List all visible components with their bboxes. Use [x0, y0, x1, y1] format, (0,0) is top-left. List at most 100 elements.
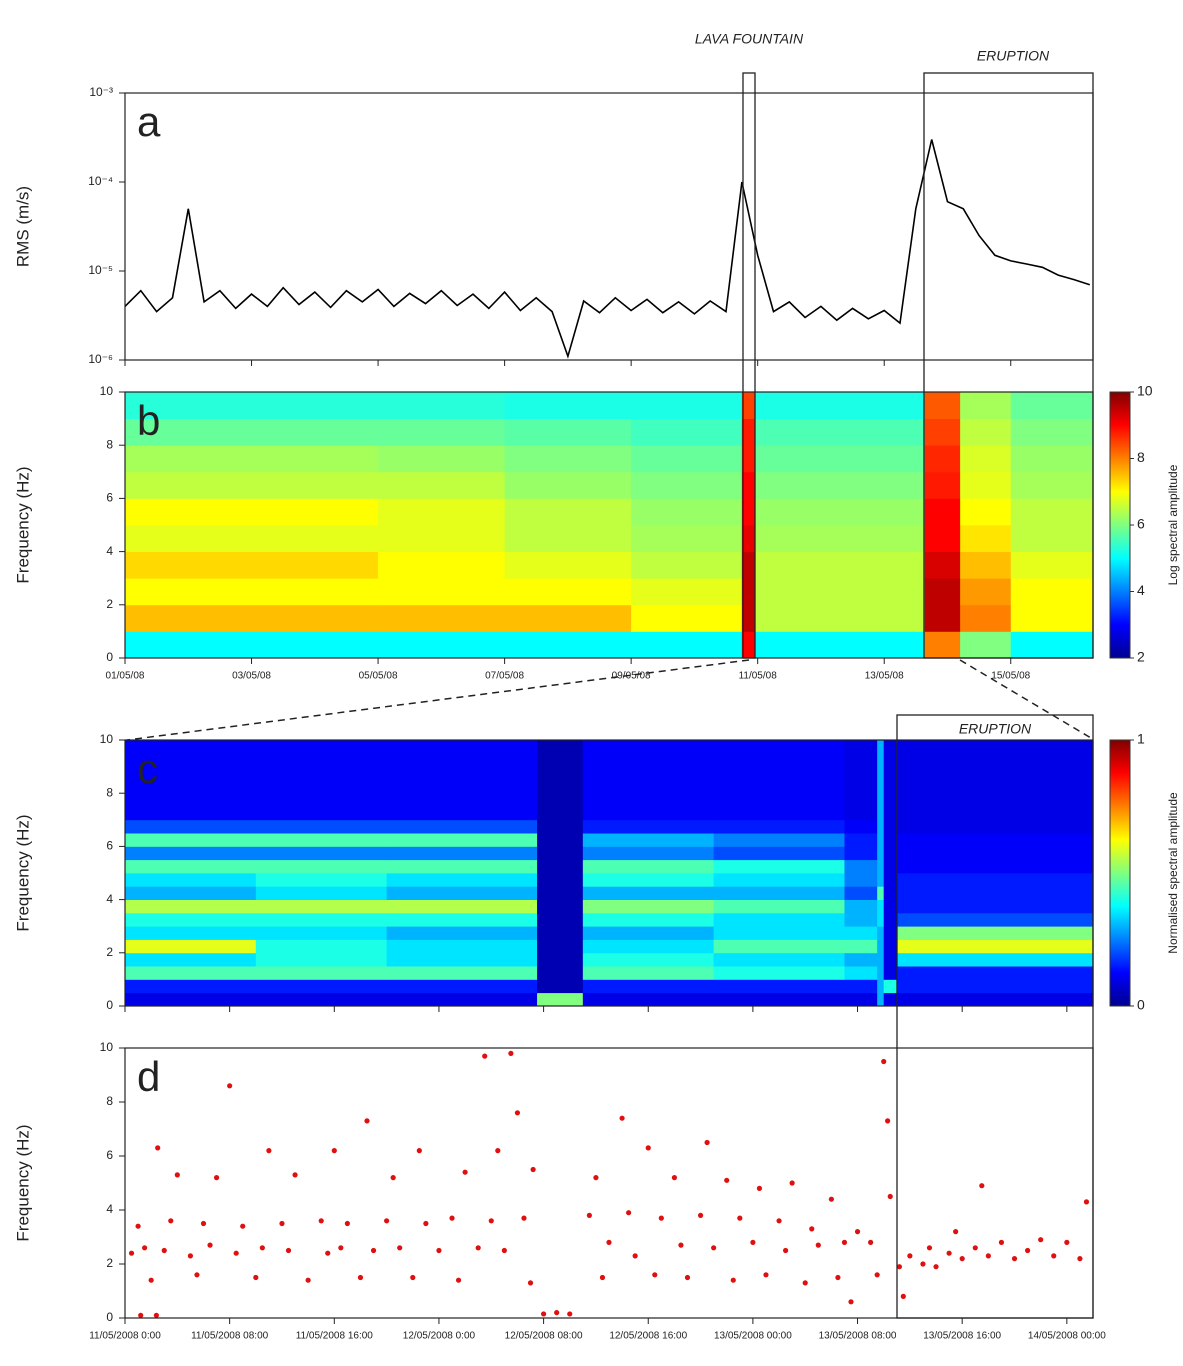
heatmap-cell	[582, 859, 715, 874]
heatmap-cell	[631, 498, 743, 526]
heatmap-cell	[386, 966, 538, 980]
heatmap-cell	[537, 992, 584, 1007]
heatmap-cell	[1010, 471, 1094, 499]
frequency-point	[704, 1139, 710, 1146]
heatmap-cell	[877, 819, 885, 834]
x-tick-label: 14/05/2008 00:00	[1028, 1331, 1106, 1342]
heatmap-cell	[255, 740, 388, 754]
colorbar	[1109, 391, 1131, 659]
heatmap-cell	[713, 753, 845, 767]
y-tick-label: 0	[106, 650, 113, 664]
heatmap-cell	[386, 819, 538, 834]
y-tick-label: 8	[106, 1094, 113, 1108]
x-tick-label: 13/05/2008 08:00	[819, 1331, 897, 1342]
heatmap-cell	[713, 952, 845, 967]
heatmap-cell	[255, 793, 388, 807]
x-tick-label: 11/05/08	[739, 671, 778, 682]
y-tick-label: 10⁻⁵	[88, 263, 113, 277]
heatmap-cell	[877, 952, 885, 967]
frequency-point	[148, 1277, 154, 1283]
x-tick-label: 13/05/2008 16:00	[923, 1331, 1001, 1342]
heatmap-cell	[386, 859, 538, 874]
heatmap-cell	[582, 939, 715, 954]
heatmap-cell	[1010, 445, 1094, 473]
frequency-point	[233, 1250, 239, 1256]
heatmap-cell	[125, 578, 252, 606]
frequency-point	[135, 1223, 141, 1229]
y-tick-label: 10	[100, 732, 114, 746]
heatmap-cell	[255, 873, 388, 887]
heatmap-cell	[582, 740, 715, 754]
heatmap-cell	[960, 578, 1012, 606]
frequency-point	[724, 1177, 730, 1183]
frequency-point	[920, 1261, 926, 1267]
heatmap-cell	[582, 992, 715, 1007]
heatmap-cell	[844, 939, 878, 954]
frequency-point	[907, 1253, 913, 1259]
plot-frame	[124, 92, 1094, 361]
heatmap-cell	[877, 766, 885, 781]
frequency-point	[985, 1253, 991, 1259]
frequency-point	[926, 1245, 933, 1251]
heatmap-cell	[741, 445, 755, 473]
heatmap-cell	[896, 926, 1094, 940]
frequency-point	[168, 1218, 174, 1224]
heatmap-cell	[883, 873, 898, 887]
colorbar-tick-label: 0	[1137, 997, 1145, 1013]
heatmap-cell	[741, 471, 755, 499]
heatmap-cell	[713, 899, 845, 914]
colorbar-tick-label: 1	[1137, 731, 1145, 747]
frequency-point	[187, 1253, 194, 1259]
heatmap-cell	[582, 873, 715, 887]
frequency-point	[1077, 1256, 1083, 1262]
heatmap-cell	[582, 833, 715, 847]
heatmap-cell	[125, 551, 252, 579]
heatmap-cell	[924, 604, 961, 632]
frequency-point	[809, 1226, 815, 1232]
frequency-point	[933, 1264, 939, 1270]
heatmap-cell	[255, 779, 388, 794]
heatmap-cell	[883, 793, 898, 807]
heatmap-cell	[537, 806, 584, 821]
heatmap-cell	[537, 939, 584, 954]
heatmap-cell	[125, 926, 257, 940]
frequency-point	[423, 1220, 429, 1227]
frequency-point	[887, 1193, 893, 1200]
frequency-point	[194, 1272, 200, 1278]
heatmap-cell	[1010, 578, 1094, 606]
heatmap-cell	[896, 912, 1094, 927]
heatmap-cell	[504, 604, 632, 632]
heatmap-cell	[378, 578, 506, 606]
heatmap-cell	[960, 392, 1012, 419]
frequency-point	[828, 1196, 834, 1202]
heatmap-cell	[844, 793, 878, 807]
heatmap-cell	[844, 753, 878, 767]
x-tick-label: 13/05/2008 00:00	[714, 1331, 792, 1342]
frequency-point	[174, 1172, 180, 1178]
heatmap-cell	[125, 779, 257, 794]
y-tick-label: 6	[106, 491, 113, 505]
heatmap-cell	[378, 525, 506, 552]
frequency-point	[475, 1245, 481, 1251]
frequency-point	[540, 1311, 547, 1317]
zoom-line	[126, 659, 750, 741]
heatmap-cell	[924, 445, 961, 473]
frequency-point	[482, 1053, 488, 1059]
heatmap-cell	[582, 966, 715, 980]
frequency-point	[885, 1118, 891, 1124]
heatmap-cell	[741, 551, 755, 579]
rms-line	[124, 139, 1091, 359]
heatmap-cell	[386, 779, 538, 794]
heatmap-cell	[754, 498, 926, 526]
annotation: ERUPTION	[959, 721, 1032, 737]
heatmap-cell	[896, 873, 1094, 887]
frequency-point	[711, 1245, 717, 1251]
heatmap-cell	[631, 551, 743, 579]
heatmap-cell	[713, 966, 845, 980]
frequency-point	[138, 1312, 144, 1318]
frequency-point	[586, 1212, 592, 1218]
frequency-point	[1011, 1256, 1018, 1262]
heatmap-cell	[713, 819, 845, 834]
frequency-point	[508, 1050, 514, 1056]
heatmap-cell	[582, 779, 715, 794]
